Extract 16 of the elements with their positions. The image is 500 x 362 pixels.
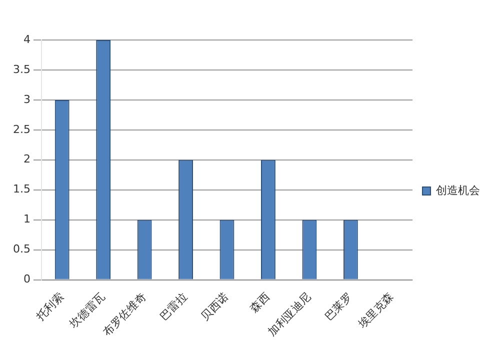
y-tick-label: 4 (23, 32, 30, 46)
y-tick-label: 2.5 (12, 122, 30, 136)
y-tick-label: 3 (23, 92, 30, 106)
x-tick-label: 森西 (248, 290, 272, 316)
y-tick-label: 1 (23, 212, 30, 226)
x-tick-label: 贝西诺 (198, 290, 232, 323)
x-tick-label: 托利索 (33, 290, 66, 324)
y-tick-label: 2 (23, 152, 30, 166)
y-tick-label: 0 (23, 272, 30, 286)
y-tick-label: 0.5 (12, 242, 30, 256)
x-tick-label: 巴雷拉 (157, 290, 190, 323)
legend-label: 创造机会 (436, 184, 480, 197)
y-tick-label: 1.5 (12, 182, 30, 196)
x-tick-label: 埃里克森 (355, 290, 396, 332)
y-tick-label: 3.5 (12, 62, 30, 76)
x-tick-label: 巴莱罗 (322, 290, 355, 323)
